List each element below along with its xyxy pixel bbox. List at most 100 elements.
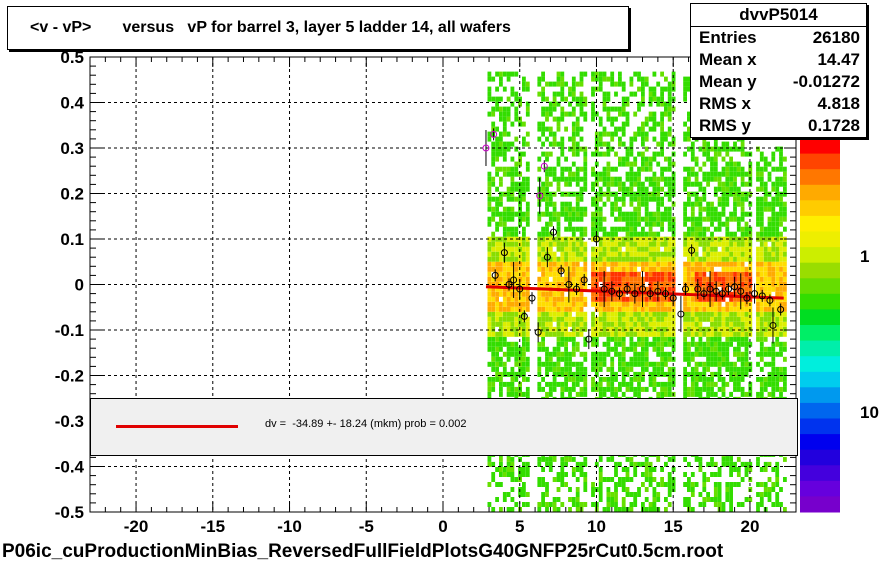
heatmap-cell xyxy=(652,361,657,367)
heatmap-cell xyxy=(552,376,557,382)
heatmap-cell xyxy=(610,266,615,272)
heatmap-cell xyxy=(775,502,780,507)
heatmap-cell xyxy=(610,246,615,252)
heatmap-cell xyxy=(491,246,496,252)
heatmap-cell xyxy=(664,301,668,307)
heatmap-cell xyxy=(629,161,634,167)
heatmap-cell xyxy=(487,336,492,342)
heatmap-cell xyxy=(560,391,565,397)
heatmap-cell xyxy=(564,271,568,277)
heatmap-cell xyxy=(667,101,672,107)
heatmap-cell xyxy=(740,211,745,217)
heatmap-cell xyxy=(641,216,645,222)
heatmap-cell xyxy=(499,291,503,297)
heatmap-cell xyxy=(598,301,603,307)
heatmap-cell xyxy=(571,271,576,277)
heatmap-cell xyxy=(518,472,522,477)
heatmap-cell xyxy=(591,251,595,257)
heatmap-cell xyxy=(579,472,584,477)
heatmap-cell xyxy=(725,201,730,207)
profile-point xyxy=(669,294,677,302)
heatmap-cell xyxy=(602,341,607,347)
heatmap-cell xyxy=(606,351,611,357)
heatmap-cell xyxy=(698,346,703,352)
heatmap-cell xyxy=(664,101,668,107)
heatmap-cell xyxy=(736,296,741,302)
heatmap-cell xyxy=(502,131,507,137)
heatmap-cell xyxy=(614,206,618,212)
heatmap-cell xyxy=(614,181,618,187)
heatmap-cell xyxy=(667,266,672,272)
heatmap-cell xyxy=(618,251,622,257)
heatmap-cell xyxy=(717,482,722,487)
heatmap-cell xyxy=(560,81,565,87)
heatmap-cell xyxy=(783,156,787,162)
heatmap-cell xyxy=(575,216,580,222)
heatmap-cell xyxy=(656,497,661,502)
heatmap-cell xyxy=(537,331,542,337)
heatmap-cell xyxy=(698,326,703,332)
heatmap-cell xyxy=(510,251,515,257)
heatmap-cell xyxy=(583,256,588,262)
heatmap-cell xyxy=(687,326,691,332)
heatmap-cell xyxy=(610,121,615,127)
heatmap-cell xyxy=(756,461,760,467)
heatmap-cell xyxy=(614,291,618,297)
heatmap-cell xyxy=(545,461,549,467)
heatmap-cell xyxy=(618,241,622,247)
heatmap-cell xyxy=(779,291,783,297)
heatmap-cell xyxy=(545,326,549,332)
heatmap-cell xyxy=(667,331,672,337)
y-tick-label: -0.4 xyxy=(55,458,85,477)
heatmap-cell xyxy=(644,336,649,342)
heatmap-cell xyxy=(702,256,707,262)
heatmap-cell xyxy=(621,191,626,197)
heatmap-cell xyxy=(579,502,584,507)
heatmap-cell xyxy=(552,166,557,172)
heatmap-cell xyxy=(610,261,615,267)
heatmap-cell xyxy=(763,186,768,192)
heatmap-cell xyxy=(560,371,565,377)
heatmap-cell xyxy=(702,477,707,482)
heatmap-cell xyxy=(514,251,519,257)
heatmap-cell xyxy=(548,246,553,252)
heatmap-cell xyxy=(510,296,515,302)
heatmap-cell xyxy=(633,206,638,212)
heatmap-cell xyxy=(652,191,657,197)
heatmap-cell xyxy=(763,381,768,387)
heatmap-cell xyxy=(575,131,580,137)
heatmap-cell xyxy=(637,376,641,382)
heatmap-cell xyxy=(652,241,657,247)
heatmap-cell xyxy=(495,151,499,157)
heatmap-cell xyxy=(702,161,707,167)
heatmap-cell xyxy=(667,211,672,217)
heatmap-cell xyxy=(664,256,668,262)
heatmap-cell xyxy=(687,136,691,142)
heatmap-cell xyxy=(759,321,764,327)
heatmap-cell xyxy=(698,241,703,247)
heatmap-cell xyxy=(499,176,503,182)
heatmap-cell xyxy=(522,231,526,237)
heatmap-cell xyxy=(783,386,787,392)
heatmap-cell xyxy=(687,497,691,502)
heatmap-cell xyxy=(583,301,588,307)
heatmap-cell xyxy=(495,141,499,147)
heatmap-cell xyxy=(541,96,545,102)
heatmap-cell xyxy=(495,236,499,242)
heatmap-cell xyxy=(487,221,492,227)
heatmap-cell xyxy=(625,316,630,322)
heatmap-cell xyxy=(571,86,576,92)
heatmap-cell xyxy=(510,216,515,222)
heatmap-cell xyxy=(556,356,561,362)
heatmap-cell xyxy=(717,296,722,302)
heatmap-cell xyxy=(537,477,542,482)
heatmap-cell xyxy=(717,351,722,357)
heatmap-cell xyxy=(660,366,664,372)
heatmap-cell xyxy=(740,276,745,282)
heatmap-cell xyxy=(525,221,530,227)
heatmap-cell xyxy=(510,86,515,92)
heatmap-cell xyxy=(637,211,641,217)
heatmap-cell xyxy=(510,166,515,172)
heatmap-cell xyxy=(660,266,664,272)
heatmap-cell xyxy=(541,71,545,77)
